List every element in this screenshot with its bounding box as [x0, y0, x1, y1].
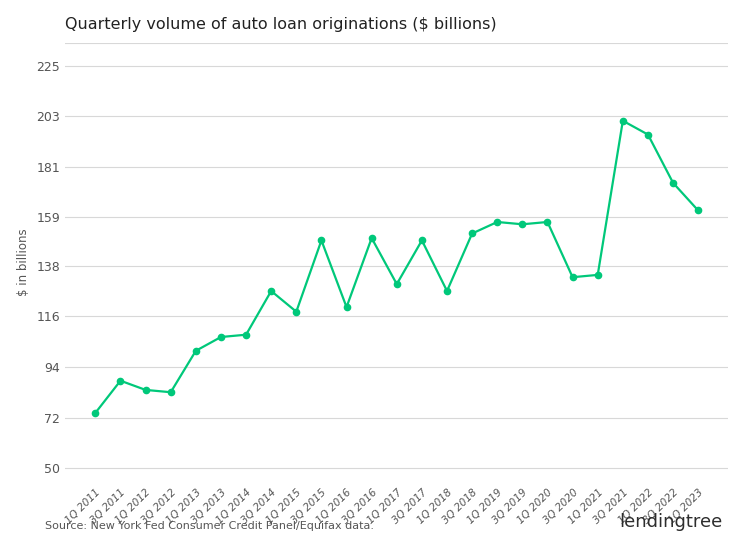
Y-axis label: $ in billions: $ in billions — [16, 228, 30, 296]
Text: Source: New York Fed Consumer Credit Panel/Equifax data.: Source: New York Fed Consumer Credit Pan… — [45, 521, 374, 531]
Text: lendingtree: lendingtree — [619, 513, 723, 531]
Text: Quarterly volume of auto loan originations ($ billions): Quarterly volume of auto loan originatio… — [66, 17, 497, 31]
